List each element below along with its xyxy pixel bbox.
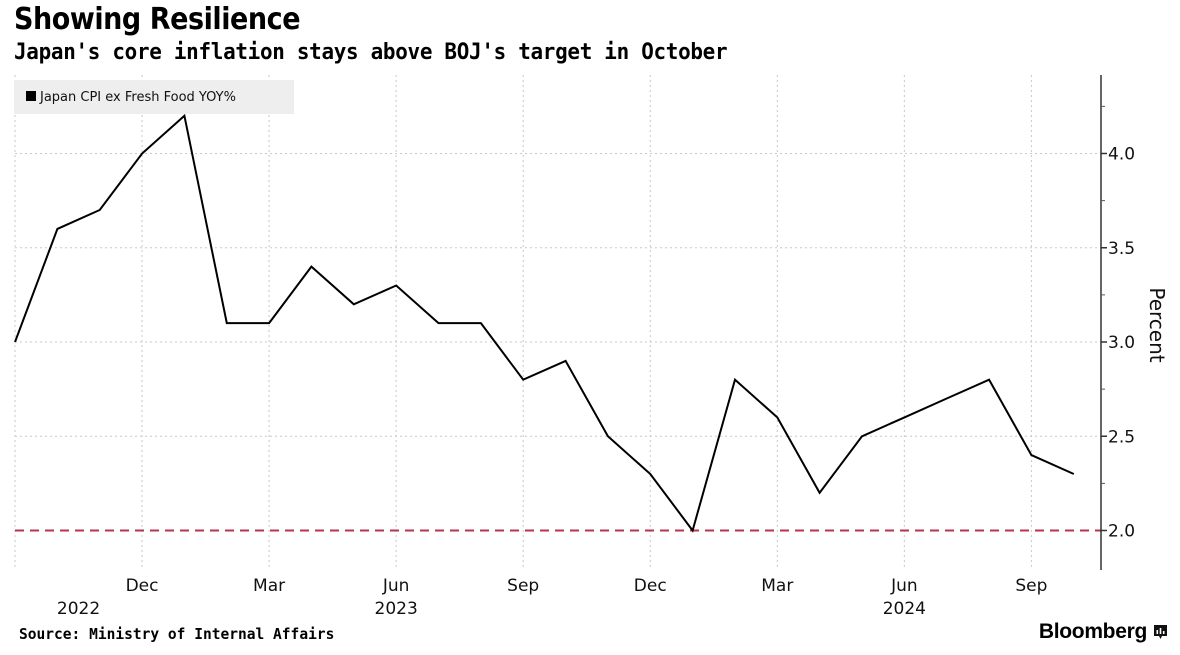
y-tick-label: 3.0 (1108, 333, 1135, 353)
x-year-label: 2024 (883, 599, 926, 619)
source-note: Source: Ministry of Internal Affairs (19, 625, 335, 643)
x-tick-label: Sep (507, 576, 539, 596)
x-tick-label: Mar (253, 576, 285, 596)
x-tick-label: Sep (1015, 576, 1047, 596)
chart-subtitle: Japan's core inflation stays above BOJ's… (14, 40, 728, 65)
legend-label: Japan CPI ex Fresh Food YOY% (39, 90, 236, 105)
chart-title: Showing Resilience (14, 2, 301, 37)
brand-logo: Bloomberg (1039, 620, 1168, 644)
x-tick-label: Mar (761, 576, 793, 596)
x-year-label: 2023 (375, 599, 418, 619)
y-axis: 2.0 2.5 3.0 3.5 4.0 (1100, 75, 1135, 570)
x-tick-label: Jun (890, 576, 918, 596)
legend-swatch (26, 91, 36, 101)
y-tick-label: 3.5 (1108, 239, 1135, 259)
legend-background (14, 80, 294, 114)
legend: Japan CPI ex Fresh Food YOY% (14, 80, 294, 114)
x-tick-label: Jun (382, 576, 410, 596)
series-line (14, 113, 1075, 533)
y-axis-title: Percent (1145, 287, 1169, 362)
bloomberg-chart-icon (1154, 624, 1167, 639)
series (14, 113, 1075, 533)
brand-name: Bloomberg (1038, 620, 1147, 643)
y-tick-label: 4.0 (1108, 145, 1135, 165)
x-tick-label: Dec (634, 576, 667, 596)
x-tick-label: Dec (126, 576, 159, 596)
y-tick-label: 2.5 (1108, 427, 1135, 447)
grid (14, 75, 1101, 570)
x-axis: Dec Mar Jun Sep Dec Mar Jun Sep 2022 2023 2024 (57, 576, 1048, 619)
y-tick-label: 2.0 (1108, 522, 1135, 542)
x-year-label: 2022 (57, 599, 100, 619)
